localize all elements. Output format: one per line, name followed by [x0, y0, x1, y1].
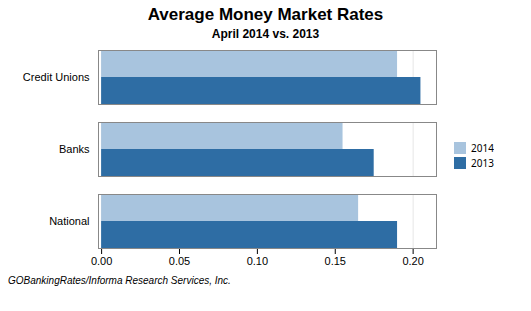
- svg-text:0.20: 0.20: [402, 255, 423, 267]
- svg-text:0.05: 0.05: [169, 255, 190, 267]
- html-text:2014: 2014: [471, 140, 494, 155]
- svg-text:Banks: Banks: [59, 143, 90, 155]
- svg-text:0.15: 0.15: [325, 255, 346, 267]
- svg-text:Credit Unions: Credit Unions: [23, 71, 90, 83]
- html-text:Average Money Market Rates: Average Money Market Rates: [147, 5, 384, 24]
- svg-text:National: National: [49, 215, 89, 227]
- html-text:April 2014 vs. 2013: April 2014 vs. 2013: [211, 27, 320, 41]
- svg-text:0.00: 0.00: [91, 255, 112, 267]
- html-text:2013: 2013: [471, 155, 494, 170]
- svg-text:0.10: 0.10: [247, 255, 268, 267]
- html-text:GOBankingRates/Informa Researc: GOBankingRates/Informa Research Services…: [8, 275, 231, 286]
